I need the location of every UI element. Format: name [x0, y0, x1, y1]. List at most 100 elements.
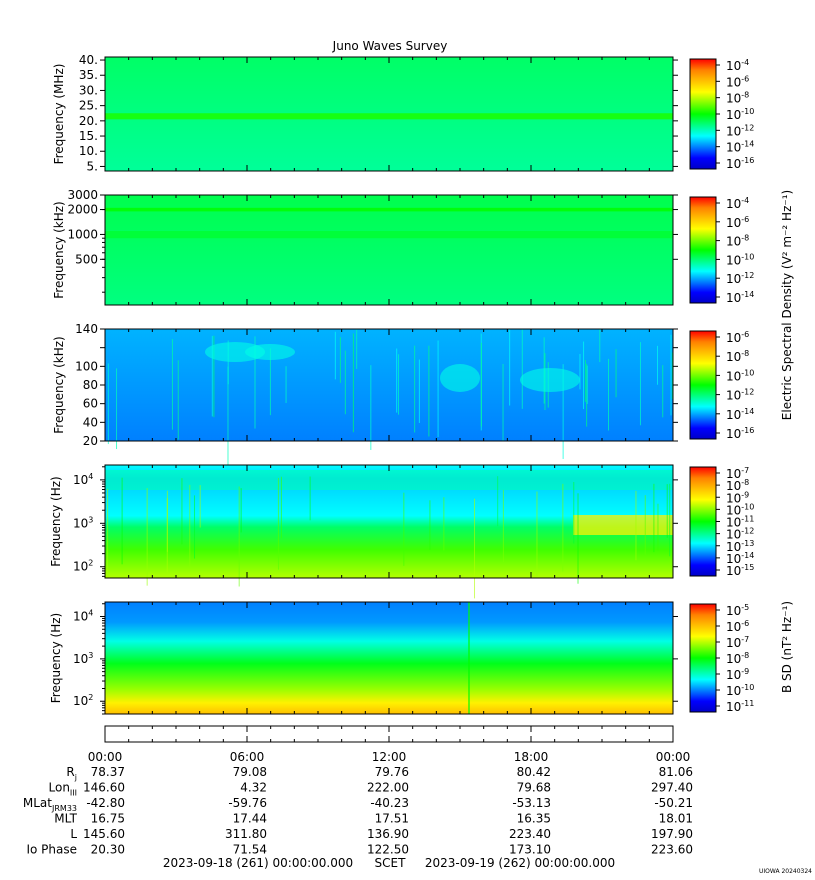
emission-streak	[584, 359, 586, 402]
colorbar-tick-label-exp: -14	[741, 407, 754, 416]
colorbar-tick-label-base: 10	[726, 620, 741, 634]
ephemeris-value: -42.80	[86, 796, 125, 810]
emission-streak	[285, 366, 287, 403]
y-tick-label-base: 10	[73, 560, 88, 574]
colorbar-tick-label: 10-8	[726, 478, 749, 493]
colorbar-tick-label-base: 10	[726, 427, 741, 441]
ephemeris-value: 145.60	[83, 827, 125, 841]
time-tick-label: 12:00	[372, 750, 407, 764]
colorbar-tick-label-exp: -15	[741, 563, 754, 572]
colorbar-tick-label: 10-15	[726, 563, 754, 578]
emission-band-2-1	[105, 207, 673, 212]
colorbar-tick-label-base: 10	[726, 92, 741, 106]
emission-streak	[398, 354, 400, 415]
y-axis-label-3: Frequency (kHz)	[52, 336, 66, 433]
emission-streak	[403, 492, 405, 566]
colorbar-tick-label: 10-12	[726, 123, 754, 138]
ephemeris-value: 4.32	[240, 781, 267, 795]
colorbar-tick-label: 10-10	[726, 502, 754, 517]
y-tick-label: 60	[83, 397, 98, 411]
ephemeris-row-label: MLatJRM33	[23, 796, 77, 813]
spectrogram-panel-1: 5.10.15.20.25. 30.35.40. Frequency (MHz)	[52, 53, 678, 173]
emission-band-1-1	[105, 113, 673, 120]
emission-patch	[205, 342, 265, 362]
colorbar-tick-label: 10-8	[726, 234, 749, 249]
emission-streak	[521, 329, 523, 409]
colorbar-tick-label-exp: -10	[741, 502, 754, 511]
colorbar-tick-label-exp: -14	[741, 140, 754, 149]
emission-streak	[657, 503, 659, 551]
label-main: R	[66, 765, 74, 779]
colorbar-tick-label: 10-12	[726, 271, 754, 286]
colorbar-tick-label-base: 10	[726, 272, 741, 286]
y-tick-label-base: 10	[73, 473, 88, 487]
frame-label: SCET	[375, 856, 407, 870]
colorbar-tick-label-base: 10	[726, 197, 741, 211]
colorbar-tick-label: 10-8	[726, 349, 749, 364]
end-time-label: 2023-09-19 (262) 00:00:00.000	[425, 856, 615, 870]
ephemeris-table: Rj 78.37 79.08 79.76 80.42 81.06 LonIII 146.60 4…	[23, 765, 693, 857]
chorus-emission	[573, 515, 673, 535]
y-tick-label-exp: 4	[88, 609, 93, 618]
colorbar-tick-label-base: 10	[726, 124, 741, 138]
colorbar-tick-label-exp: -8	[741, 478, 749, 487]
colorbar-scale-1	[689, 58, 717, 170]
colorbar-tick-label-exp: -12	[741, 388, 754, 397]
colorbar-tick-label: 10-11	[726, 515, 754, 530]
emission-streak	[414, 345, 416, 433]
colorbar-tick-label-exp: -12	[741, 271, 754, 280]
emission-streak	[644, 495, 646, 555]
emission-streak	[277, 477, 279, 570]
ephemeris-value: 17.44	[233, 812, 267, 826]
y-tick-label: 10.	[79, 144, 98, 158]
emission-streak	[213, 335, 215, 418]
ephemeris-value: 81.06	[659, 765, 693, 779]
y-tick-label-base: 10	[73, 694, 88, 708]
emission-streak	[639, 342, 641, 426]
emission-band-2-2	[105, 231, 673, 239]
watermark: UIOWA 20240324	[759, 868, 812, 875]
colorbar-tick-label-base: 10	[726, 636, 741, 650]
spectrogram-panels: 5.10.15.20.25. 30.35.40. Frequency (MHz) 50…	[49, 53, 678, 715]
y-tick-label: 40.	[79, 53, 98, 67]
colorbar-tick-label: 10-16	[726, 426, 754, 441]
ephemeris-row-label: LonIII	[49, 781, 78, 798]
colorbar-tick-label-base: 10	[726, 75, 741, 89]
y-tick-label-exp: 3	[88, 651, 93, 660]
colorbar-tick-label-exp: -9	[741, 667, 749, 676]
ephemeris-value: 173.10	[509, 843, 551, 857]
emission-streak	[166, 498, 168, 573]
ephemeris-value: 146.60	[83, 781, 125, 795]
colorbar-tick-label-base: 10	[726, 491, 741, 505]
label-sub: j	[74, 773, 77, 782]
colorbar-tick-label-exp: -8	[741, 234, 749, 243]
y-tick-label-exp: 2	[88, 693, 93, 702]
y-tick-label: 3000	[67, 188, 98, 202]
colorbar-tick-label: 10-14	[726, 290, 754, 305]
y-tick-label-base: 10	[73, 516, 88, 530]
emission-patch	[520, 368, 580, 392]
time-tick-label: 00:00	[88, 750, 123, 764]
ephemeris-value: 71.54	[233, 843, 267, 857]
y-tick-label: 40	[83, 415, 98, 429]
colorbar-tick-label: 10-10	[726, 683, 754, 698]
emission-streak	[635, 490, 637, 561]
electric-colorbar-label: Electric Spectral Density (V² m⁻² Hz⁻¹)	[780, 190, 794, 420]
chart-title: Juno Waves Survey	[332, 39, 448, 53]
colorbar-tick-label-base: 10	[726, 253, 741, 267]
y-tick-label: 500	[75, 252, 98, 266]
colorbar-tick-label-exp: -8	[741, 91, 749, 100]
time-tick-label: 06:00	[230, 750, 265, 764]
emission-streak	[189, 484, 191, 569]
colorbar-tick-label-base: 10	[726, 668, 741, 682]
label-main: Lon	[49, 781, 70, 795]
time-tick-label: 18:00	[514, 750, 549, 764]
emission-streak	[211, 335, 213, 417]
emission-streak	[418, 359, 420, 423]
emission-streak	[146, 488, 148, 586]
emission-streak	[474, 498, 476, 599]
colorbar-tick-label-exp: -16	[741, 426, 754, 435]
colorbar-tick-label-exp: -10	[741, 107, 754, 116]
